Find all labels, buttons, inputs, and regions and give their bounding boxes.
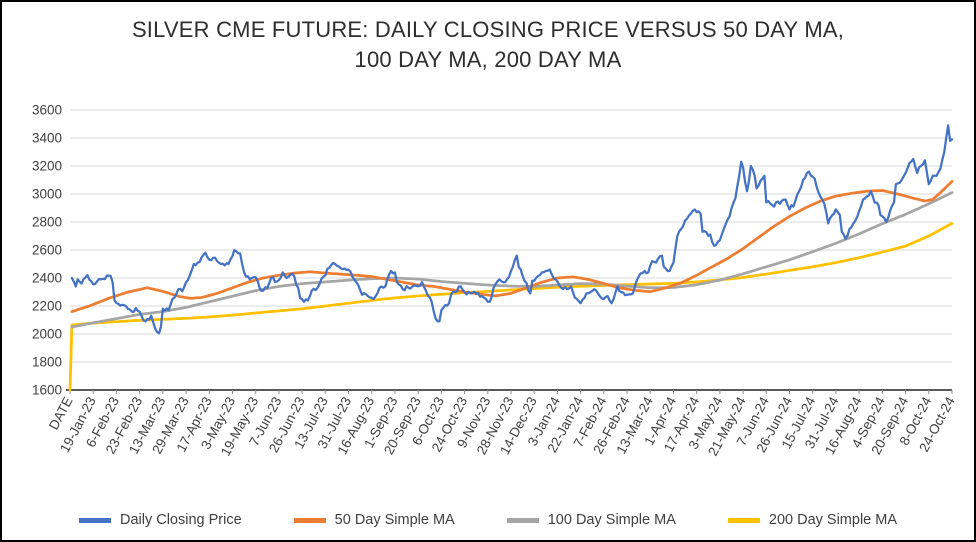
chart-title-line2: 100 DAY MA, 200 DAY MA <box>354 47 622 73</box>
legend-label: Daily Closing Price <box>119 512 242 528</box>
legend-item-50-day-simple-ma: 50 Day Simple MA <box>293 512 455 528</box>
legend-label: 200 Day Simple MA <box>768 512 898 528</box>
y-tick-label: 3000 <box>32 187 62 202</box>
50-day-simple-ma-legend-line-icon <box>293 517 326 523</box>
200-day-simple-ma-line <box>68 222 954 392</box>
chart-title-line1: SILVER CME FUTURE: DAILY CLOSING PRICE V… <box>131 17 845 42</box>
y-tick-label: 3600 <box>32 103 62 118</box>
y-tick-label: 3400 <box>32 131 62 146</box>
100-day-simple-ma-legend-line-icon <box>506 517 539 523</box>
legend-label: 100 Day Simple MA <box>547 512 676 528</box>
chart-title: SILVER CME FUTURE: DAILY CLOSING PRICE V… <box>2 15 974 76</box>
100-day-simple-ma-line <box>70 191 954 329</box>
200-day-simple-ma-legend-line-icon <box>727 517 760 523</box>
y-tick-label: 2800 <box>32 215 62 230</box>
y-tick-label: 1800 <box>32 355 62 370</box>
daily-closing-price-legend-line-icon <box>78 517 111 523</box>
legend-item-100-day-simple-ma: 100 Day Simple MA <box>506 512 676 528</box>
y-tick-label: 3200 <box>32 159 62 174</box>
y-tick-label: 2600 <box>32 243 62 258</box>
y-tick-label: 1600 <box>32 383 62 398</box>
y-tick-label: 2000 <box>32 327 62 342</box>
50-day-simple-ma-line <box>70 180 954 313</box>
y-tick-label: 2200 <box>32 299 62 314</box>
legend-item-200-day-simple-ma: 200 Day Simple MA <box>727 512 898 528</box>
chart-legend: Daily Closing Price 50 Day Simple MA 100 D… <box>2 512 974 528</box>
legend-label: 50 Day Simple MA <box>334 512 455 528</box>
daily-closing-price-line <box>70 124 954 335</box>
plot-area: 1600 1800 2000 2200 2400 2600 2800 3000 3200 3400… <box>32 103 958 459</box>
legend-item-daily-closing-price: Daily Closing Price <box>78 512 242 528</box>
y-tick-label: 2400 <box>32 271 62 286</box>
